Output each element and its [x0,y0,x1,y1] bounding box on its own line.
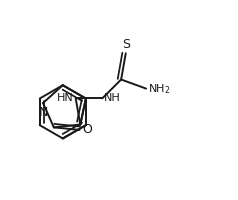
Text: N: N [38,106,48,119]
Text: HN: HN [57,93,74,103]
Text: S: S [122,38,130,51]
Text: O: O [82,123,92,136]
Text: NH$_2$: NH$_2$ [148,82,171,96]
Text: NH: NH [104,93,121,103]
